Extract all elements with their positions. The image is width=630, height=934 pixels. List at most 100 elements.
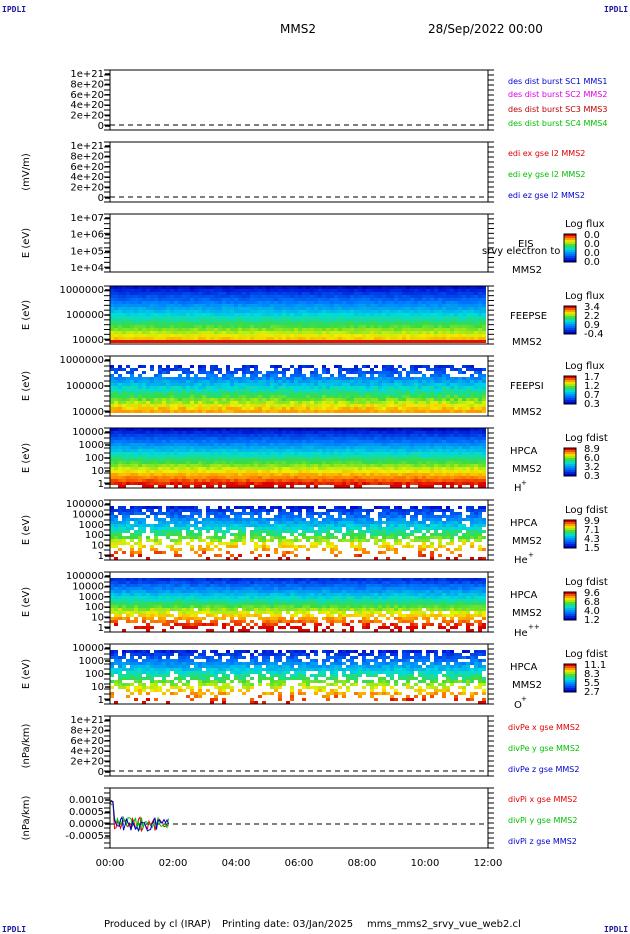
heatmap-cell [478, 310, 482, 313]
heatmap-cell [214, 286, 218, 289]
heatmap-cell [246, 386, 250, 389]
heatmap-cell [206, 461, 210, 464]
heatmap-cell [410, 383, 414, 386]
heatmap-cell [258, 298, 262, 301]
heatmap-cell [142, 298, 146, 301]
heatmap-cell [306, 404, 310, 407]
heatmap-cell [406, 328, 410, 331]
heatmap-cell [162, 392, 166, 395]
heatmap-cell [314, 377, 318, 380]
heatmap-cell [426, 301, 430, 304]
heatmap-cell [266, 383, 270, 386]
heatmap-cell [218, 298, 222, 301]
heatmap-cell [434, 371, 438, 374]
heatmap-cell [362, 304, 366, 307]
heatmap-cell [470, 449, 474, 452]
heatmap-cell [466, 404, 470, 407]
heatmap-cell [338, 313, 342, 316]
heatmap-cell [150, 313, 154, 316]
heatmap-cell [270, 401, 274, 404]
heatmap-cell [454, 446, 458, 449]
heatmap-cell [290, 374, 294, 377]
heatmap-cell [442, 449, 446, 452]
heatmap-cell [154, 286, 158, 289]
heatmap-cell [122, 328, 126, 331]
heatmap-cell [206, 443, 210, 446]
heatmap-cell [194, 310, 198, 313]
heatmap-cell [446, 479, 450, 482]
heatmap-cell [158, 464, 162, 467]
heatmap-cell [146, 428, 150, 431]
heatmap-cell [434, 380, 438, 383]
heatmap-cell [226, 371, 230, 374]
heatmap-cell [298, 310, 302, 313]
heatmap-cell [446, 434, 450, 437]
heatmap-cell [230, 377, 234, 380]
heatmap-cell [158, 461, 162, 464]
heatmap-cell [334, 401, 338, 404]
heatmap-cell [194, 286, 198, 289]
heatmap-cell [198, 389, 202, 392]
heatmap-cell [230, 476, 234, 479]
heatmap-cell [274, 322, 278, 325]
heatmap-cell [278, 428, 282, 431]
heatmap-cell [454, 443, 458, 446]
heatmap-cell [222, 431, 226, 434]
heatmap-cell [282, 325, 286, 328]
heatmap-cell [262, 340, 266, 343]
heatmap-cell [350, 407, 354, 410]
heatmap-cell [138, 377, 142, 380]
heatmap-cell [338, 470, 342, 473]
heatmap-cell [218, 383, 222, 386]
heatmap-cell [394, 440, 398, 443]
heatmap-cell [322, 461, 326, 464]
heatmap-cell [222, 446, 226, 449]
heatmap-cell [122, 461, 126, 464]
heatmap-cell [214, 365, 218, 368]
heatmap-cell [402, 446, 406, 449]
heatmap-cell [158, 383, 162, 386]
heatmap-cell [294, 334, 298, 337]
heatmap-cell [210, 473, 214, 476]
heatmap-cell [198, 298, 202, 301]
heatmap-cell [182, 392, 186, 395]
heatmap-cell [146, 340, 150, 343]
heatmap-cell [134, 331, 138, 334]
heatmap-cell [466, 461, 470, 464]
heatmap-cell [434, 470, 438, 473]
heatmap-cell [190, 380, 194, 383]
heatmap-cell [394, 304, 398, 307]
heatmap-cell [190, 443, 194, 446]
heatmap-cell [358, 307, 362, 310]
heatmap-cell [450, 325, 454, 328]
heatmap-cell [378, 325, 382, 328]
heatmap-cell [438, 383, 442, 386]
colorbar-tick-label: 1.7 [584, 372, 600, 383]
heatmap-cell [234, 458, 238, 461]
heatmap-cell [354, 310, 358, 313]
heatmap-cell [386, 389, 390, 392]
heatmap-cell [446, 331, 450, 334]
heatmap-cell [438, 331, 442, 334]
heatmap-cell [362, 443, 366, 446]
heatmap-cell [294, 449, 298, 452]
heatmap-cell [482, 319, 486, 322]
heatmap-cell [150, 404, 154, 407]
heatmap-cell [414, 368, 418, 371]
heatmap-cell [442, 410, 446, 413]
heatmap-cell [458, 401, 462, 404]
heatmap-cell [262, 458, 266, 461]
heatmap-cell [442, 292, 446, 295]
heatmap-cell [306, 479, 310, 482]
heatmap-cell [134, 461, 138, 464]
heatmap-cell [334, 316, 338, 319]
heatmap-cell [198, 365, 202, 368]
heatmap-cell [314, 437, 318, 440]
heatmap-cell [418, 301, 422, 304]
heatmap-cell [474, 392, 478, 395]
heatmap-cell [242, 479, 246, 482]
heatmap-cell [326, 446, 330, 449]
heatmap-cell [166, 410, 170, 413]
heatmap-cell [114, 452, 118, 455]
heatmap-cell [474, 458, 478, 461]
